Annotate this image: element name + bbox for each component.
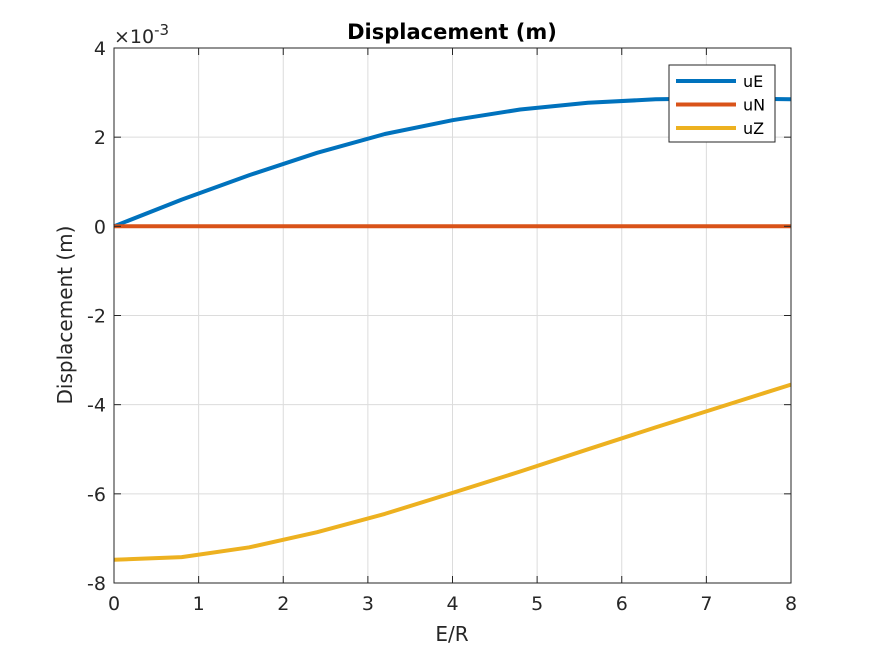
- y-tick-label: 2: [94, 127, 106, 149]
- x-tick-label: 1: [193, 593, 205, 615]
- x-tick-label: 8: [785, 593, 797, 615]
- y-exponent-base: ×10: [114, 26, 154, 48]
- legend-label-uN: uN: [743, 96, 765, 115]
- y-tick-label: 0: [94, 216, 106, 238]
- x-tick-label: 6: [616, 593, 628, 615]
- x-axis-label: E/R: [435, 622, 468, 646]
- x-tick-label: 0: [108, 593, 120, 615]
- x-tick-label: 3: [362, 593, 374, 615]
- y-axis-label: Displacement (m): [53, 226, 77, 405]
- y-tick-label: -6: [87, 484, 106, 506]
- legend: uE uN uZ: [668, 64, 776, 143]
- y-exponent-label: ×10-3: [114, 21, 169, 48]
- x-tick-label: 2: [277, 593, 289, 615]
- x-tick-label: 7: [700, 593, 712, 615]
- legend-label-uZ: uZ: [743, 119, 764, 138]
- y-tick-label: -8: [87, 573, 106, 595]
- y-exponent-power: -3: [154, 21, 169, 39]
- tick-labels: 0 1 2 3 4 5 6 7 8 -8 -6 -4 -2 0 2 4: [87, 38, 797, 615]
- ticks: [113, 47, 792, 584]
- series-line-uZ: [113, 382, 792, 562]
- y-tick-label: -4: [87, 395, 106, 417]
- y-tick-label: -2: [87, 306, 106, 328]
- legend-label-uE: uE: [743, 72, 763, 91]
- y-tick-label: 4: [94, 38, 106, 60]
- x-tick-label: 5: [531, 593, 543, 615]
- chart-title: Displacement (m): [347, 20, 557, 44]
- x-tick-label: 4: [446, 593, 458, 615]
